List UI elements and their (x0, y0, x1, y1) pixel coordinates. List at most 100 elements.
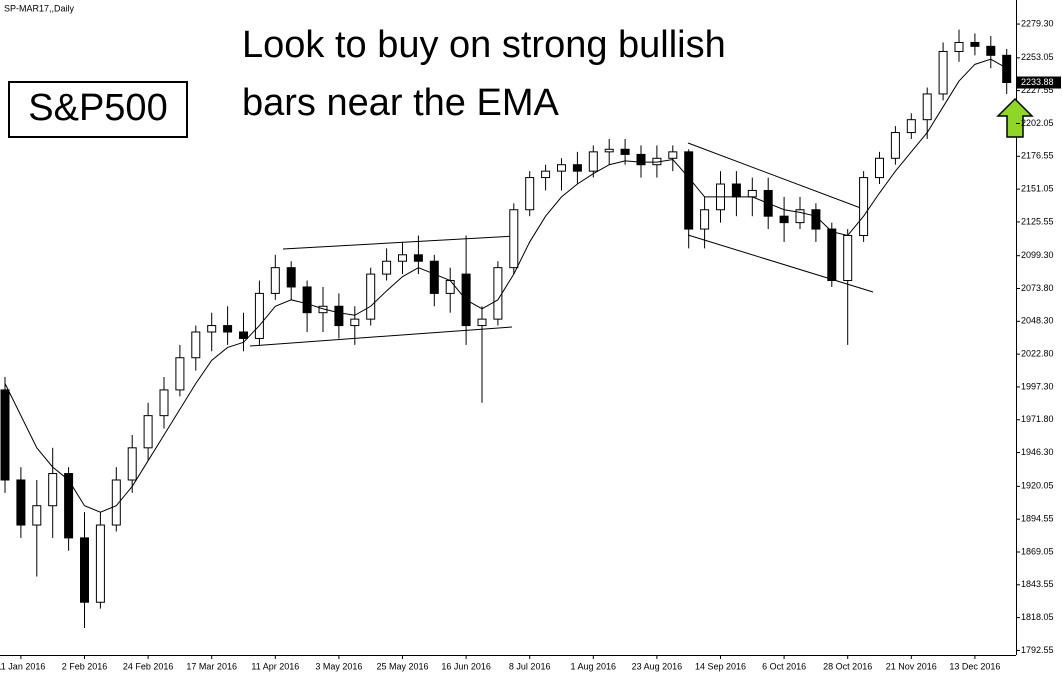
y-tick-label: 2253.05 (1021, 52, 1054, 62)
y-tick-label: 1971.80 (1021, 414, 1054, 424)
trend-line (687, 234, 874, 293)
trend-line (249, 326, 513, 347)
x-tick-label: 1 Aug 2016 (571, 661, 617, 671)
y-tick-label: 1792.55 (1021, 645, 1054, 655)
price-label: 2233.88 (1021, 77, 1054, 87)
candle-body (350, 318, 360, 327)
candle-body (636, 153, 646, 166)
chart-title: SP-MAR17,,Daily (4, 3, 75, 13)
candle-body (731, 183, 741, 198)
candle-body (684, 151, 694, 230)
candle-body (413, 254, 423, 262)
candle-body (32, 505, 42, 526)
candle-body (493, 267, 503, 320)
candle-body (80, 537, 89, 603)
candle-body (207, 325, 217, 333)
candle-body (143, 415, 153, 449)
candle-body (747, 189, 757, 198)
x-tick-label: 13 Dec 2016 (949, 661, 1000, 671)
candle-body (398, 254, 407, 262)
candle-body (239, 331, 248, 339)
y-tick-label: 1997.30 (1021, 381, 1054, 391)
y-tick-label: 1946.30 (1021, 447, 1054, 457)
candle-body (525, 177, 535, 211)
candle-body (954, 41, 964, 52)
candle-body (509, 209, 519, 269)
candle-body (588, 151, 598, 172)
candle-body (445, 280, 455, 294)
candle-body (191, 331, 201, 359)
candle-body (302, 286, 312, 314)
candle-body (382, 260, 392, 275)
y-tick-label: 2125.55 (1021, 216, 1054, 226)
candle-body (159, 389, 169, 417)
candle-body (843, 234, 853, 282)
candle-body (700, 209, 710, 230)
candle-body (572, 164, 582, 172)
x-tick-label: 2 Feb 2016 (62, 661, 108, 671)
x-tick-label: 3 May 2016 (315, 661, 362, 671)
candle-body (366, 273, 376, 320)
candle-body (429, 260, 439, 294)
candle-body (906, 119, 916, 134)
y-tick-label: 2227.55 (1021, 85, 1054, 95)
candle-body (557, 164, 566, 172)
candle-body (477, 318, 487, 327)
candle-body (223, 325, 233, 333)
candle-body (970, 41, 980, 47)
candle-body (541, 170, 551, 179)
candle-body (270, 267, 280, 294)
x-tick-label: 11 Jan 2016 (0, 661, 45, 671)
price-label-box (1017, 76, 1061, 89)
candle-body (175, 357, 185, 391)
candle-body (827, 228, 837, 282)
x-tick-label: 8 Jul 2016 (509, 661, 551, 671)
x-tick-label: 25 May 2016 (376, 661, 428, 671)
candle-body (668, 151, 678, 159)
candle-body (604, 148, 614, 153)
candle-body (334, 305, 344, 327)
y-tick-label: 2202.05 (1021, 118, 1054, 128)
candle-body (0, 389, 10, 481)
y-tick-label: 2048.30 (1021, 316, 1054, 326)
y-tick-label: 2073.80 (1021, 283, 1054, 293)
candle-body (890, 132, 900, 159)
candle-body (938, 50, 948, 95)
annotation: bars near the EMA (242, 82, 559, 124)
x-tick-label: 17 Mar 2016 (186, 661, 237, 671)
y-tick-label: 2279.30 (1021, 18, 1054, 28)
candle-body (16, 479, 26, 526)
candle-body (795, 209, 805, 224)
x-tick-label: 23 Aug 2016 (632, 661, 683, 671)
y-tick-label: 1894.55 (1021, 514, 1054, 524)
x-tick-label: 11 Apr 2016 (251, 661, 299, 671)
candle-body (48, 473, 58, 507)
candle-body (875, 157, 884, 179)
y-tick-label: 1843.55 (1021, 579, 1054, 589)
x-tick-label: 6 Oct 2016 (762, 661, 806, 671)
y-tick-label: 2022.80 (1021, 349, 1054, 359)
candle-body (859, 177, 869, 236)
candle-body (922, 93, 932, 121)
y-tick-label: 1869.05 (1021, 546, 1054, 556)
x-tick-label: 21 Nov 2016 (886, 661, 937, 671)
y-tick-label: 2151.05 (1021, 183, 1054, 193)
ema-line (4, 58, 1007, 513)
x-tick-label: 28 Oct 2016 (823, 661, 872, 671)
x-tick-label: 24 Feb 2016 (123, 661, 174, 671)
candle-body (286, 267, 296, 288)
candle-body (64, 473, 74, 539)
label-box-text: S&P500 (28, 87, 167, 129)
candle-body (1002, 54, 1012, 84)
trend-lines (249, 142, 874, 347)
y-tick-label: 1818.05 (1021, 612, 1054, 622)
candle-body (620, 148, 630, 155)
candle-body (95, 524, 105, 603)
y-tick-label: 1920.05 (1021, 481, 1054, 491)
x-tick-label: 16 Jun 2016 (441, 661, 491, 671)
trend-line (687, 142, 867, 211)
label-box (8, 81, 188, 138)
